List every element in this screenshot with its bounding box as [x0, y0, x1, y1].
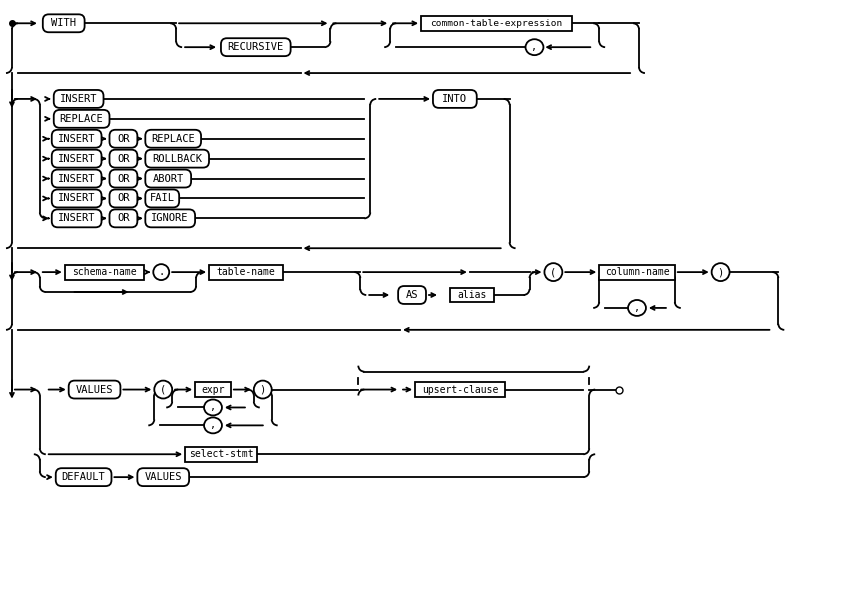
Text: ,: , — [209, 421, 216, 430]
FancyBboxPatch shape — [145, 189, 179, 208]
FancyBboxPatch shape — [433, 90, 477, 108]
Text: REPLACE: REPLACE — [151, 134, 195, 144]
Text: OR: OR — [117, 194, 130, 204]
FancyBboxPatch shape — [52, 150, 102, 168]
Text: VALUES: VALUES — [75, 385, 114, 395]
Text: REPLACE: REPLACE — [59, 114, 103, 124]
Text: VALUES: VALUES — [144, 472, 182, 482]
FancyBboxPatch shape — [109, 209, 137, 227]
Text: ,: , — [209, 402, 216, 412]
FancyBboxPatch shape — [56, 468, 111, 486]
FancyBboxPatch shape — [52, 189, 102, 208]
Text: ROLLBACK: ROLLBACK — [152, 153, 202, 163]
Text: alias: alias — [457, 290, 487, 300]
Text: INSERT: INSERT — [58, 173, 95, 183]
Text: upsert-clause: upsert-clause — [421, 385, 498, 395]
Text: (: ( — [550, 267, 556, 277]
Text: INSERT: INSERT — [58, 153, 95, 163]
FancyBboxPatch shape — [109, 150, 137, 168]
Text: table-name: table-name — [216, 267, 276, 277]
FancyBboxPatch shape — [145, 130, 201, 148]
FancyBboxPatch shape — [69, 381, 120, 398]
FancyBboxPatch shape — [52, 209, 102, 227]
Text: .: . — [158, 267, 165, 277]
FancyBboxPatch shape — [145, 150, 209, 168]
FancyBboxPatch shape — [109, 189, 137, 208]
Ellipse shape — [254, 381, 271, 398]
Text: AS: AS — [406, 290, 418, 300]
Ellipse shape — [204, 399, 222, 415]
Text: IGNORE: IGNORE — [152, 214, 189, 224]
Text: OR: OR — [117, 153, 130, 163]
FancyBboxPatch shape — [53, 110, 109, 128]
Ellipse shape — [204, 417, 222, 433]
Text: INSERT: INSERT — [58, 134, 95, 144]
Text: OR: OR — [117, 173, 130, 183]
Bar — [64, 265, 144, 280]
Ellipse shape — [711, 263, 729, 281]
FancyBboxPatch shape — [137, 468, 189, 486]
Ellipse shape — [154, 381, 172, 398]
Bar — [415, 382, 505, 397]
Text: RECURSIVE: RECURSIVE — [227, 42, 284, 52]
FancyBboxPatch shape — [145, 209, 195, 227]
Bar — [600, 265, 675, 280]
Ellipse shape — [544, 263, 562, 281]
Bar — [209, 265, 282, 280]
FancyBboxPatch shape — [52, 130, 102, 148]
Bar — [185, 447, 257, 462]
FancyBboxPatch shape — [109, 130, 137, 148]
Text: DEFAULT: DEFAULT — [62, 472, 105, 482]
Ellipse shape — [628, 300, 646, 316]
Ellipse shape — [526, 39, 544, 55]
Text: INSERT: INSERT — [60, 94, 98, 104]
Text: select-stmt: select-stmt — [188, 449, 254, 459]
Text: ABORT: ABORT — [153, 173, 184, 183]
FancyBboxPatch shape — [52, 169, 102, 188]
Ellipse shape — [153, 264, 170, 280]
Text: schema-name: schema-name — [72, 267, 137, 277]
Text: OR: OR — [117, 214, 130, 224]
Text: INSERT: INSERT — [58, 214, 95, 224]
Bar — [450, 287, 494, 303]
FancyBboxPatch shape — [145, 169, 191, 188]
Text: (: ( — [160, 385, 166, 395]
Text: INSERT: INSERT — [58, 194, 95, 204]
Text: WITH: WITH — [51, 18, 76, 28]
FancyBboxPatch shape — [42, 14, 85, 32]
FancyBboxPatch shape — [109, 169, 137, 188]
Text: OR: OR — [117, 134, 130, 144]
Text: INTO: INTO — [443, 94, 467, 104]
FancyBboxPatch shape — [53, 90, 103, 108]
Text: ,: , — [532, 42, 538, 52]
FancyBboxPatch shape — [398, 286, 426, 304]
Text: ,: , — [633, 303, 640, 313]
Text: ): ) — [717, 267, 723, 277]
Text: common-table-expression: common-table-expression — [431, 19, 563, 28]
Bar — [421, 16, 572, 31]
Text: ): ) — [259, 385, 266, 395]
Text: expr: expr — [201, 385, 225, 395]
Text: column-name: column-name — [605, 267, 669, 277]
FancyBboxPatch shape — [221, 38, 291, 56]
Bar — [195, 382, 231, 397]
Text: FAIL: FAIL — [150, 194, 175, 204]
